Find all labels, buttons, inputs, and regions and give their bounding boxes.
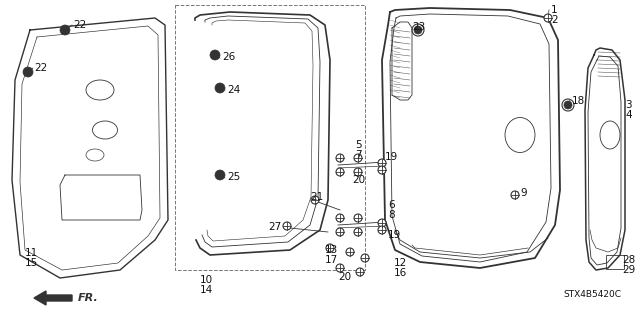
Bar: [606, 255, 624, 269]
Text: STX4B5420C: STX4B5420C: [563, 290, 621, 299]
Circle shape: [283, 222, 291, 230]
Text: 23: 23: [412, 22, 425, 32]
Circle shape: [60, 25, 70, 35]
Circle shape: [336, 264, 344, 272]
Text: 21: 21: [310, 192, 323, 202]
Circle shape: [336, 168, 344, 176]
Text: 26: 26: [222, 52, 236, 62]
Circle shape: [215, 170, 225, 180]
Ellipse shape: [86, 149, 104, 161]
Circle shape: [326, 244, 334, 252]
Circle shape: [354, 228, 362, 236]
Circle shape: [23, 67, 33, 77]
Text: 10: 10: [200, 275, 213, 285]
Circle shape: [215, 83, 225, 93]
Text: 27: 27: [268, 222, 281, 232]
Ellipse shape: [86, 80, 114, 100]
Text: 24: 24: [227, 85, 240, 95]
Text: 5: 5: [355, 140, 362, 150]
Text: 7: 7: [355, 150, 362, 160]
Ellipse shape: [505, 117, 535, 152]
Text: 14: 14: [200, 285, 213, 295]
Circle shape: [356, 268, 364, 276]
Circle shape: [336, 228, 344, 236]
Circle shape: [354, 168, 362, 176]
Circle shape: [336, 214, 344, 222]
Text: 17: 17: [325, 255, 339, 265]
Text: 8: 8: [388, 210, 395, 220]
Bar: [175, 5, 365, 270]
Circle shape: [336, 154, 344, 162]
Circle shape: [414, 26, 422, 34]
Text: 3: 3: [625, 100, 632, 110]
Text: 12: 12: [394, 258, 407, 268]
Ellipse shape: [93, 121, 118, 139]
Text: 15: 15: [25, 258, 38, 268]
Text: 9: 9: [520, 188, 527, 198]
Text: 29: 29: [622, 265, 636, 275]
Circle shape: [346, 248, 354, 256]
Text: 1: 1: [551, 5, 557, 15]
FancyArrow shape: [34, 291, 72, 305]
Circle shape: [354, 214, 362, 222]
Text: 22: 22: [73, 20, 86, 30]
Text: 6: 6: [388, 200, 395, 210]
Text: 20: 20: [352, 175, 365, 185]
Text: 20: 20: [338, 272, 351, 282]
Text: 18: 18: [572, 96, 585, 106]
Text: 11: 11: [25, 248, 38, 258]
Circle shape: [511, 191, 519, 199]
Text: 4: 4: [625, 110, 632, 120]
Circle shape: [354, 154, 362, 162]
Ellipse shape: [600, 121, 620, 149]
Circle shape: [378, 226, 386, 234]
Text: 25: 25: [227, 172, 240, 182]
Text: 2: 2: [551, 15, 557, 25]
Text: 13: 13: [325, 245, 339, 255]
Text: FR.: FR.: [78, 293, 99, 303]
Text: 19: 19: [385, 152, 398, 162]
Circle shape: [544, 14, 552, 22]
Text: 19: 19: [388, 230, 401, 240]
Text: 28: 28: [622, 255, 636, 265]
Text: 22: 22: [34, 63, 47, 73]
Circle shape: [210, 50, 220, 60]
Circle shape: [564, 101, 572, 109]
Circle shape: [311, 196, 319, 204]
Circle shape: [361, 254, 369, 262]
Circle shape: [378, 159, 386, 167]
Circle shape: [378, 166, 386, 174]
Text: 16: 16: [394, 268, 407, 278]
Circle shape: [378, 219, 386, 227]
